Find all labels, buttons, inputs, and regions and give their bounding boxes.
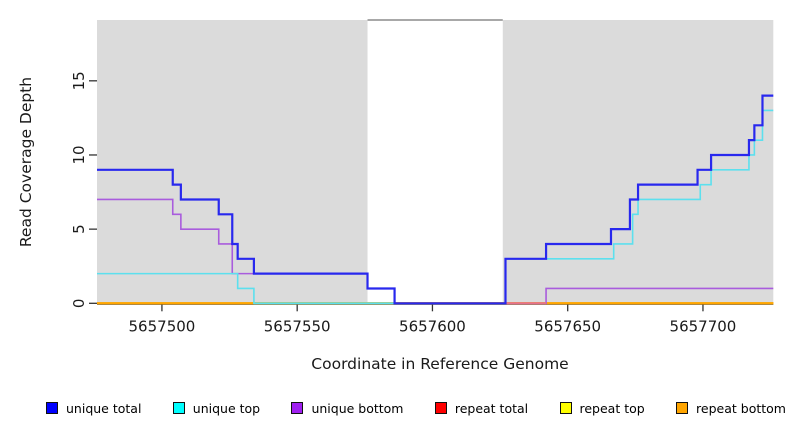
y-tick-label: 5 xyxy=(70,224,88,234)
y-tick-label: 0 xyxy=(70,299,88,309)
legend-label: repeat total xyxy=(454,400,529,416)
y-tick-label: 10 xyxy=(70,145,88,164)
shaded-region xyxy=(502,20,774,304)
legend-swatch-icon xyxy=(46,402,58,414)
legend-item-unique-total: unique total xyxy=(46,401,141,416)
series-line-unique-top xyxy=(97,109,774,305)
series-line-unique-total xyxy=(97,94,774,305)
legend-item-unique-bottom: unique bottom xyxy=(291,400,404,416)
legend-label: unique bottom xyxy=(311,400,404,416)
chart-layers: 5657500 5657550 5657600 5657650 5657700 0 5 10 1… xyxy=(70,19,774,335)
legend-label: repeat bottom xyxy=(696,400,786,416)
legend-swatch-icon xyxy=(291,402,304,414)
y-axis-title: Read Coverage Depth xyxy=(17,77,35,247)
legend-swatch-icon xyxy=(172,402,185,414)
legend-item-repeat-bottom: repeat bottom xyxy=(676,401,786,416)
legend-swatch-icon xyxy=(559,402,572,414)
legend-swatch-icon xyxy=(676,402,689,414)
legend-swatch-icon xyxy=(434,402,447,414)
x-tick-label: 5657500 xyxy=(129,317,196,335)
legend-label: unique total xyxy=(66,400,142,416)
legend-label: unique top xyxy=(192,400,261,416)
legend-item-unique-top: unique top xyxy=(172,400,261,416)
x-tick-label: 5657700 xyxy=(670,317,737,335)
x-tick-label: 5657650 xyxy=(534,317,601,335)
legend-label: repeat top xyxy=(579,400,645,416)
legend-item-repeat-total: repeat total xyxy=(434,400,529,416)
y-tick-label: 15 xyxy=(70,71,88,90)
legend-item-repeat-top: repeat top xyxy=(559,400,645,416)
x-axis-title: Coordinate in Reference Genome xyxy=(311,355,568,373)
x-tick-label: 5657600 xyxy=(399,317,466,335)
legend: unique total unique top unique bottom repea… xyxy=(46,397,786,419)
x-tick-label: 5657550 xyxy=(264,317,331,335)
